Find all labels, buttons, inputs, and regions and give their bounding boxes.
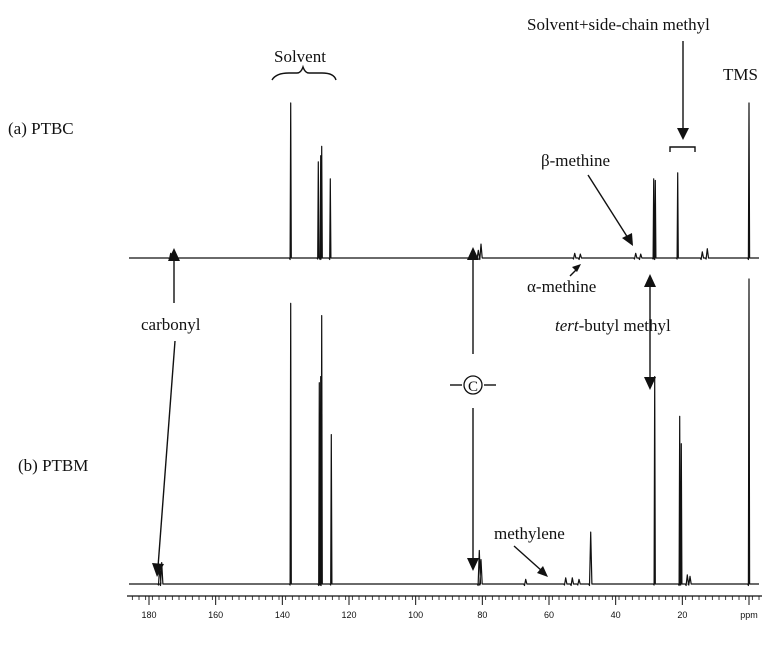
x-axis-major-ticks: 180 160 140 120 100 80 60 40 20 ppm (141, 596, 758, 620)
side-chain-bracket (669, 146, 696, 152)
x-tick-label: 120 (341, 610, 356, 620)
beta-methine-label: β-methine (541, 151, 610, 170)
alpha-methine-label: α-methine (527, 277, 596, 296)
tert-rest-text: -butyl methyl (579, 316, 671, 335)
carbonyl-label: carbonyl (141, 315, 201, 334)
tert-butyl-arrowhead-down (644, 377, 656, 390)
carbonyl-arrow-down-line (157, 340, 176, 568)
solvent-side-chain-arrowhead (677, 128, 689, 140)
x-tick-label: 180 (141, 610, 156, 620)
methylene-arrowhead (537, 566, 548, 577)
x-axis-minor-ticks (131, 596, 760, 600)
spectrum-line-ptbm (129, 278, 759, 587)
tert-butyl-methyl-label: tert-butyl methyl (555, 316, 671, 335)
carbonyl-arrowhead-down (152, 563, 164, 577)
solvent-side-chain-label: Solvent+side-chain methyl (527, 15, 710, 34)
x-tick-label: 160 (208, 610, 223, 620)
tert-prefix-text: tert (555, 316, 580, 335)
series-label-ptbm: (b) PTBM (18, 456, 88, 475)
beta-methine-arrow (587, 174, 629, 239)
x-tick-label: 60 (544, 610, 554, 620)
c-marker-text: C (468, 379, 478, 395)
solvent-label: Solvent (274, 47, 326, 66)
x-tick-label: 40 (611, 610, 621, 620)
tert-butyl-arrowhead-up (644, 274, 656, 287)
alpha-methine-arrowhead (572, 264, 581, 272)
x-tick-label: 100 (408, 610, 423, 620)
x-tick-label: ppm (740, 610, 758, 620)
x-tick-label: 20 (677, 610, 687, 620)
series-label-ptbc: (a) PTBC (8, 119, 74, 138)
solvent-bracket (271, 64, 337, 81)
tms-label: TMS (723, 65, 758, 84)
c-marker-circle (463, 375, 483, 395)
c-arrowhead-down (467, 558, 479, 571)
methylene-arrow (513, 545, 543, 572)
spectrum-line-ptbc (129, 102, 759, 261)
x-tick-label: 140 (275, 610, 290, 620)
x-tick-label: 80 (477, 610, 487, 620)
carbonyl-arrowhead-up (168, 248, 180, 261)
beta-methine-arrowhead (622, 233, 633, 246)
methylene-label: methylene (494, 524, 565, 543)
c-arrowhead-up (467, 247, 479, 260)
